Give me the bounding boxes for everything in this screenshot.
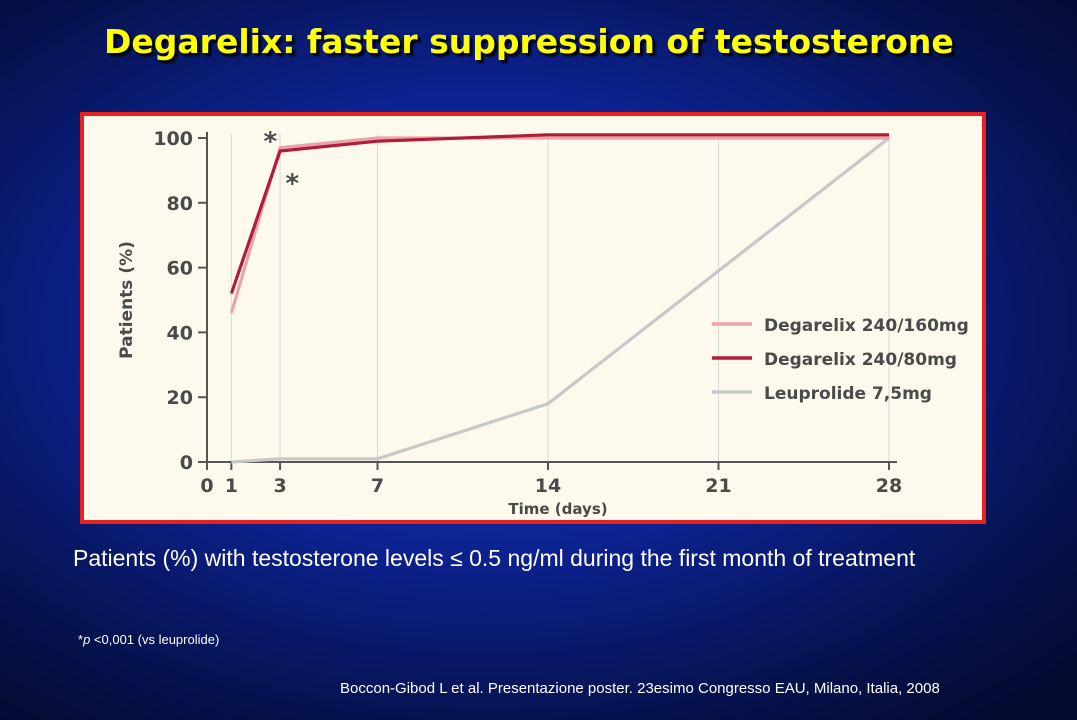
footnote-p: p (83, 632, 91, 647)
y-tick-label-20: 20 (167, 387, 193, 409)
footnote-marker: * (78, 632, 84, 647)
series-line-2 (229, 133, 889, 295)
series-line-1 (229, 136, 889, 314)
citation: Boccon-Gibod L et al. Presentazione post… (340, 680, 940, 697)
slide-title: Degarelix: faster suppression of testost… (104, 22, 954, 61)
annotation-asterisk-1: * (264, 127, 278, 157)
x-tick-label-21: 21 (705, 475, 731, 497)
legend-label-1: Degarelix 240/160mg (764, 316, 969, 336)
y-tick-label-100: 100 (153, 128, 193, 150)
legend-label-3: Leuprolide 7,5mg (764, 384, 932, 404)
y-tick-label-60: 60 (167, 258, 193, 280)
legend-label-2: Degarelix 240/80mg (764, 350, 957, 370)
x-tick-label-7: 7 (371, 475, 384, 497)
y-tick-label-80: 80 (167, 193, 193, 215)
annotation-asterisk-2: * (285, 169, 299, 199)
series-line-3 (231, 136, 890, 464)
x-axis-title: Time (days) (508, 500, 607, 518)
chart-caption: Patients (%) with testosterone levels ≤ … (73, 545, 916, 571)
x-tick-label-0: 0 (200, 475, 213, 497)
chart-frame: 0 20 40 60 80 100 0 1 3 7 14 21 28 Time (days) Patient… (80, 112, 986, 524)
x-tick-label-1: 1 (225, 475, 238, 497)
x-tick-label-3: 3 (273, 475, 286, 497)
y-tick-label-0: 0 (180, 452, 193, 474)
y-axis-title: Patients (%) (117, 241, 137, 359)
footnote: *p <0,001 (vs leuprolide) (78, 632, 219, 647)
x-tick-label-14: 14 (535, 475, 561, 497)
y-tick-label-40: 40 (167, 322, 193, 344)
x-tick-label-28: 28 (876, 475, 902, 497)
footnote-text: <0,001 (vs leuprolide) (90, 632, 220, 647)
